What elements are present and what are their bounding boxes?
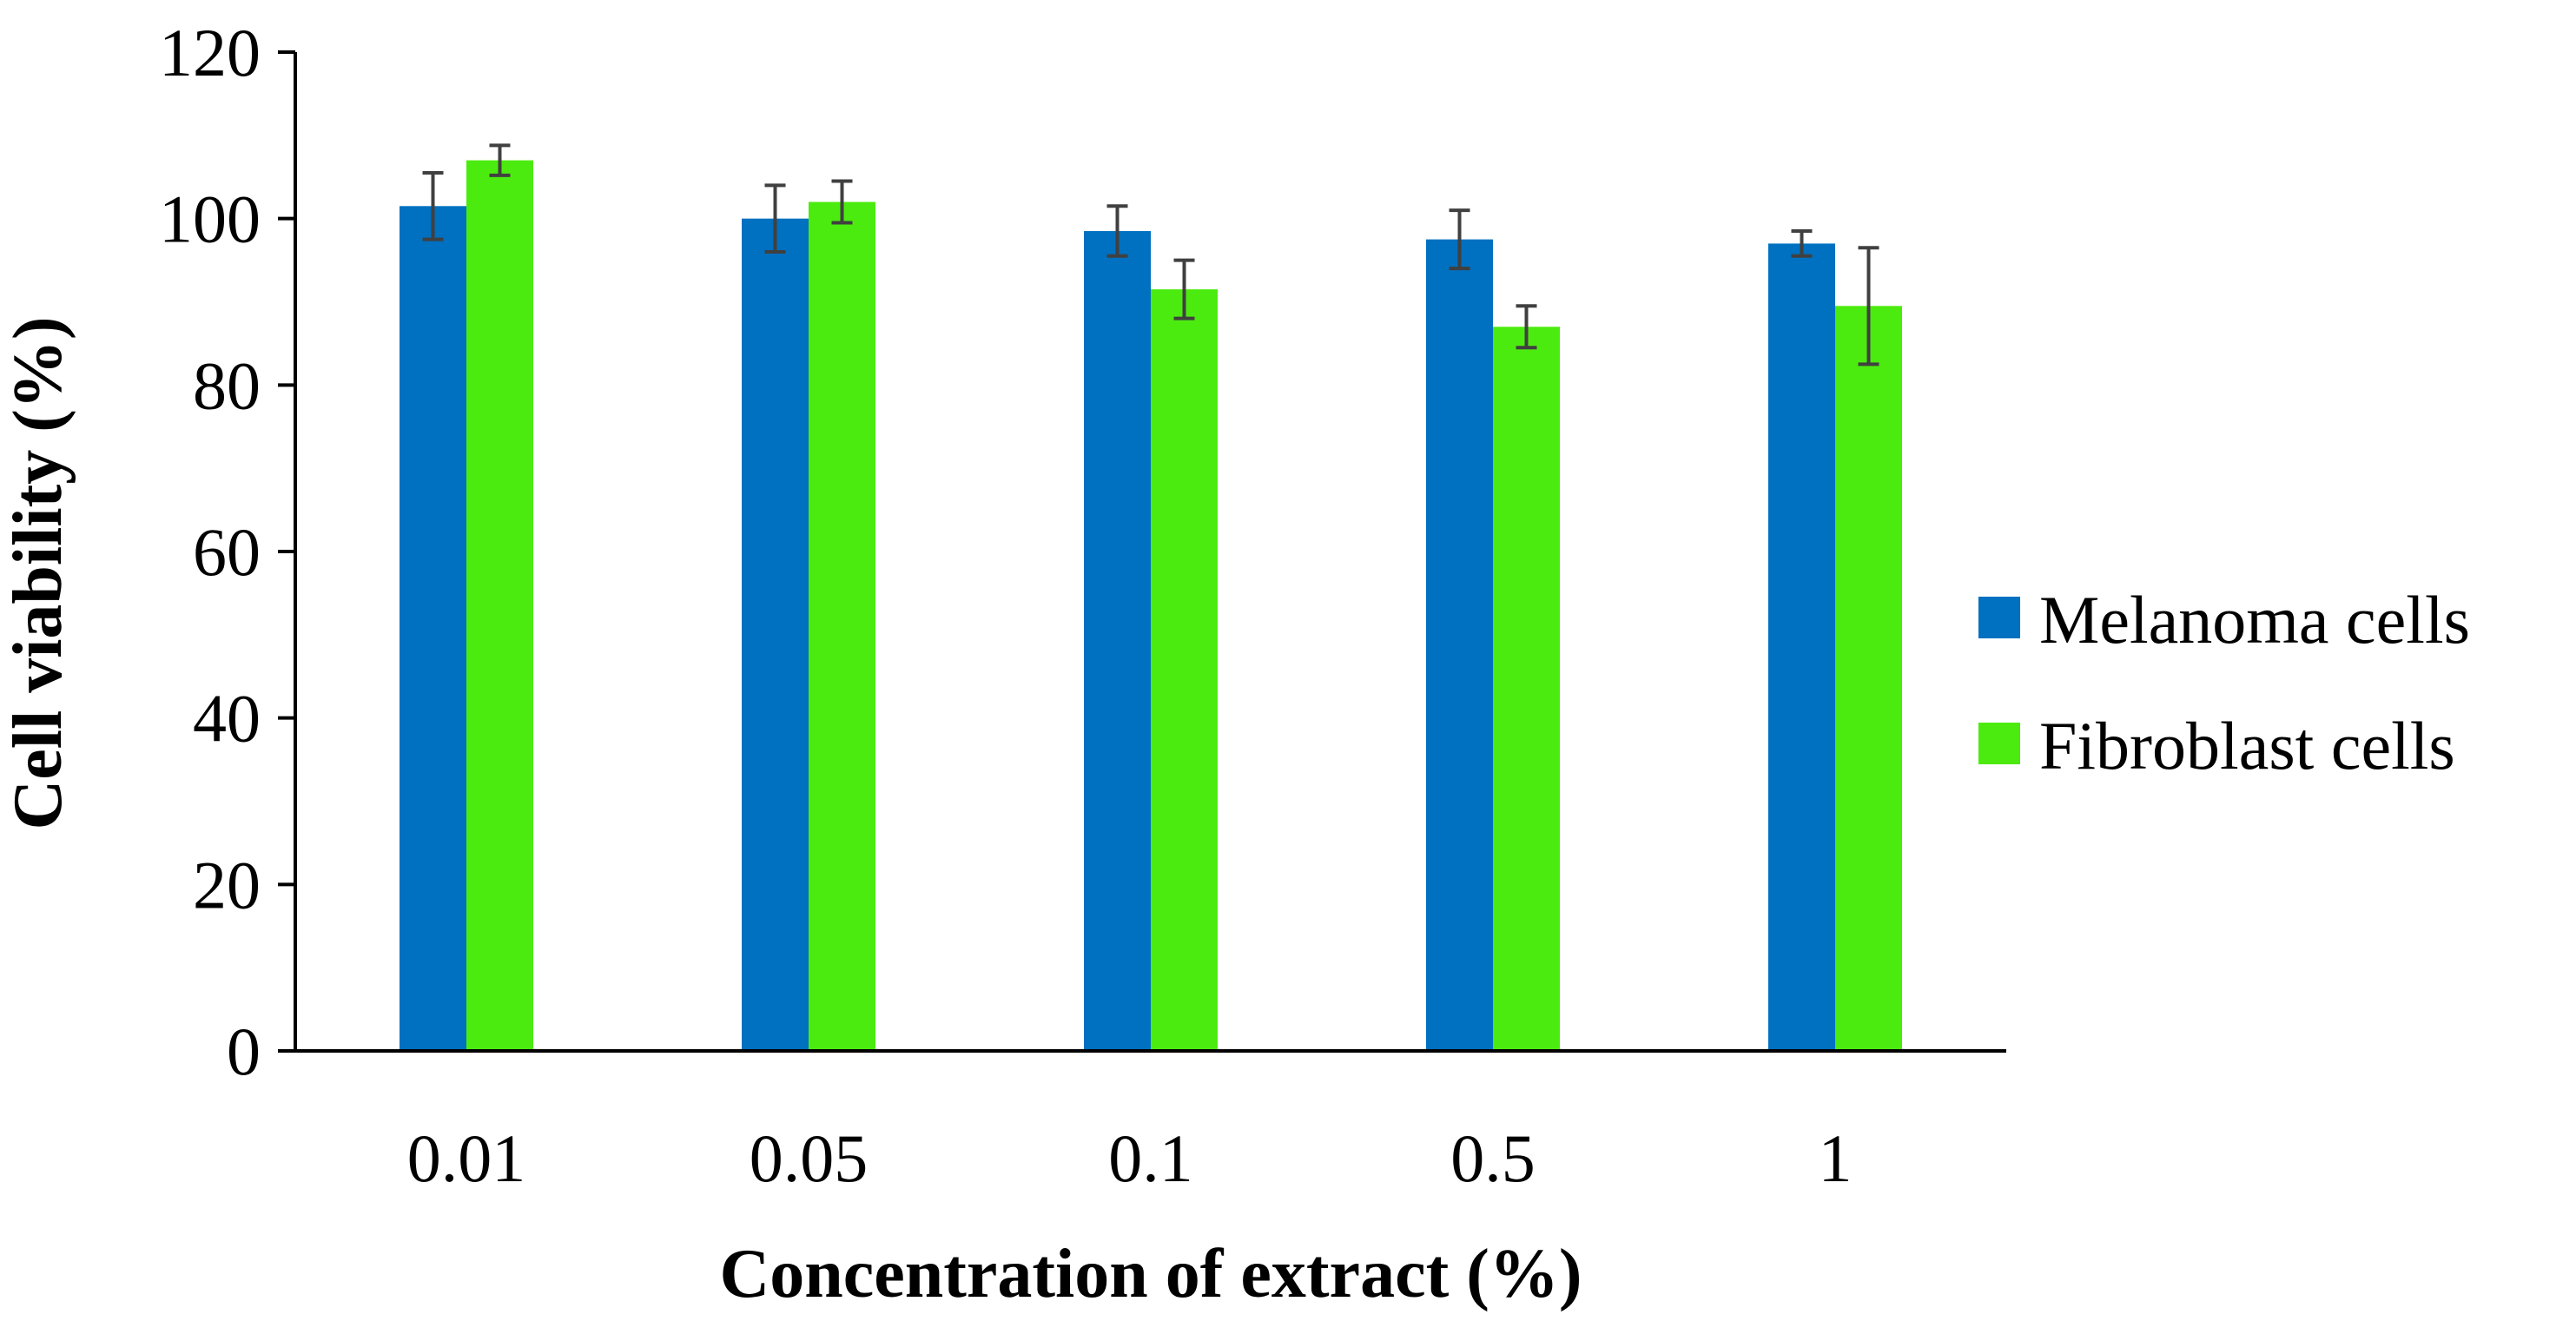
- x-tick-label: 0.1: [1108, 1120, 1193, 1196]
- x-tick-label: 0.05: [750, 1120, 869, 1196]
- y-tick-label: 40: [193, 681, 261, 756]
- x-tick-label: 0.5: [1450, 1120, 1536, 1196]
- legend-label: Fibroblast cells: [2039, 708, 2455, 783]
- bar-fibroblast: [809, 201, 875, 1051]
- bar-fibroblast: [1835, 306, 1902, 1052]
- bar-melanoma: [742, 218, 809, 1051]
- error-bars-layer: [422, 143, 1879, 367]
- y-tick-label: 60: [193, 514, 261, 590]
- bar-melanoma: [400, 206, 466, 1051]
- legend-label: Melanoma cells: [2039, 582, 2470, 657]
- x-tick-labels: 0.01 0.05 0.1 0.5 1: [407, 1120, 1853, 1196]
- legend-swatch-melanoma: [1978, 597, 2020, 638]
- y-tick-label: 0: [227, 1014, 261, 1089]
- legend-swatch-fibroblast: [1978, 723, 2020, 764]
- y-tick-label: 20: [193, 847, 261, 922]
- x-tick-label: 1: [1819, 1120, 1853, 1196]
- x-tick-label: 0.01: [407, 1120, 526, 1196]
- legend: Melanoma cells Fibroblast cells: [1978, 582, 2470, 783]
- y-tick-labels: 0 20 40 60 80 100 120: [159, 15, 261, 1089]
- y-axis-title: Cell viability (%): [0, 316, 76, 829]
- bar-melanoma: [1768, 243, 1835, 1052]
- bar-fibroblast: [466, 160, 533, 1051]
- y-tick-label: 80: [193, 347, 261, 423]
- x-axis-title: Concentration of extract (%): [719, 1236, 1582, 1312]
- axes: [278, 50, 2006, 1053]
- bar-fibroblast: [1493, 327, 1560, 1051]
- y-tick-label: 120: [159, 15, 261, 90]
- bar-melanoma: [1084, 231, 1151, 1052]
- y-tick-label: 100: [159, 182, 261, 257]
- bar-melanoma: [1426, 239, 1493, 1051]
- bars-layer: [400, 160, 1902, 1052]
- bar-fibroblast: [1151, 289, 1218, 1051]
